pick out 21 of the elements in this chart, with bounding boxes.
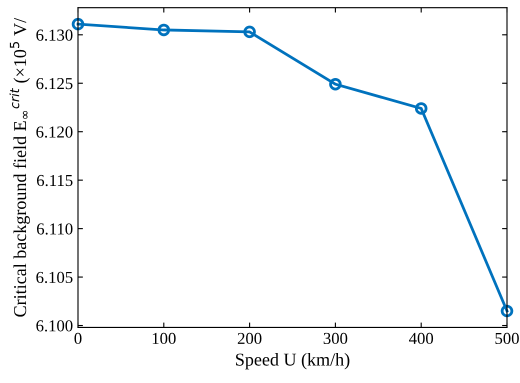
point bbox=[329, 78, 342, 90]
point bbox=[500, 304, 514, 318]
point bbox=[72, 18, 84, 30]
y-tick-label: 6.105 bbox=[36, 272, 72, 284]
y-tick-label: 6.100 bbox=[36, 320, 73, 332]
x-tick-label: 400 bbox=[409, 332, 434, 344]
y-tick-label: 6.120 bbox=[36, 126, 73, 138]
y-axis-title: Critical background field E$_{∞}$$^{crit}$ (×10$^{5}$ V/ bbox=[10, 18, 30, 317]
x-tick-label: 200 bbox=[238, 332, 262, 344]
point bbox=[243, 26, 256, 38]
y-tick-label: 6.110 bbox=[36, 223, 73, 235]
point bbox=[414, 102, 428, 115]
y-tick-label: 6.115 bbox=[36, 174, 72, 186]
point bbox=[158, 24, 170, 36]
x-tick-label: 0 bbox=[74, 332, 82, 344]
x-tick-label: 100 bbox=[152, 332, 176, 344]
x-tick-label: 300 bbox=[324, 332, 348, 344]
x-axis-title: Speed U (km/h) bbox=[236, 352, 350, 370]
y-tick-label: 6.130 bbox=[36, 29, 73, 41]
y-tick-label: 6.125 bbox=[36, 78, 72, 90]
x-tick-label: 500 bbox=[495, 332, 519, 344]
